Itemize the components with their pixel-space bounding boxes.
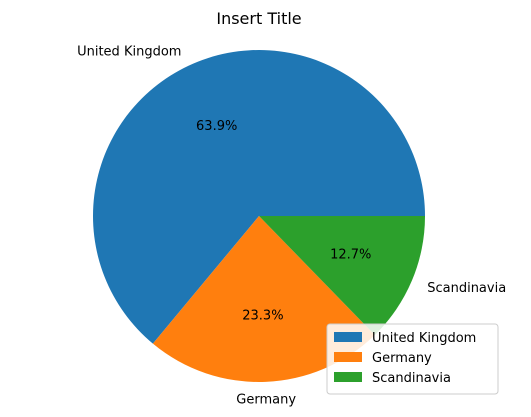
pie-slices <box>93 49 426 383</box>
legend-label-germany: Germany <box>372 351 432 366</box>
legend-frame <box>326 323 499 395</box>
percent-labels: 63.9% 23.3% 12.7% <box>196 119 371 324</box>
legend-label-united-kingdom: United Kingdom <box>372 331 476 346</box>
legend: United Kingdom Germany Scandinavia <box>326 323 499 395</box>
percent-label-germany: 23.3% <box>242 309 283 324</box>
percent-label-scandinavia: 12.7% <box>330 248 371 263</box>
pie-slice-germany <box>152 216 375 383</box>
legend-label-scandinavia: Scandinavia <box>372 371 451 386</box>
category-label-germany: Germany <box>236 392 296 407</box>
chart-title: Insert Title <box>216 9 301 28</box>
category-labels: United Kingdom Germany Scandinavia <box>77 45 506 408</box>
pie-slice-united-kingdom <box>93 49 426 344</box>
legend-swatch-scandinavia <box>334 372 362 382</box>
percent-label-united-kingdom: 63.9% <box>196 119 237 134</box>
pie-slice-scandinavia <box>259 216 425 335</box>
legend-swatch-germany <box>334 352 362 362</box>
category-label-united-kingdom: United Kingdom <box>77 45 181 60</box>
legend-swatch-united-kingdom <box>334 332 362 342</box>
category-label-scandinavia: Scandinavia <box>427 281 506 296</box>
